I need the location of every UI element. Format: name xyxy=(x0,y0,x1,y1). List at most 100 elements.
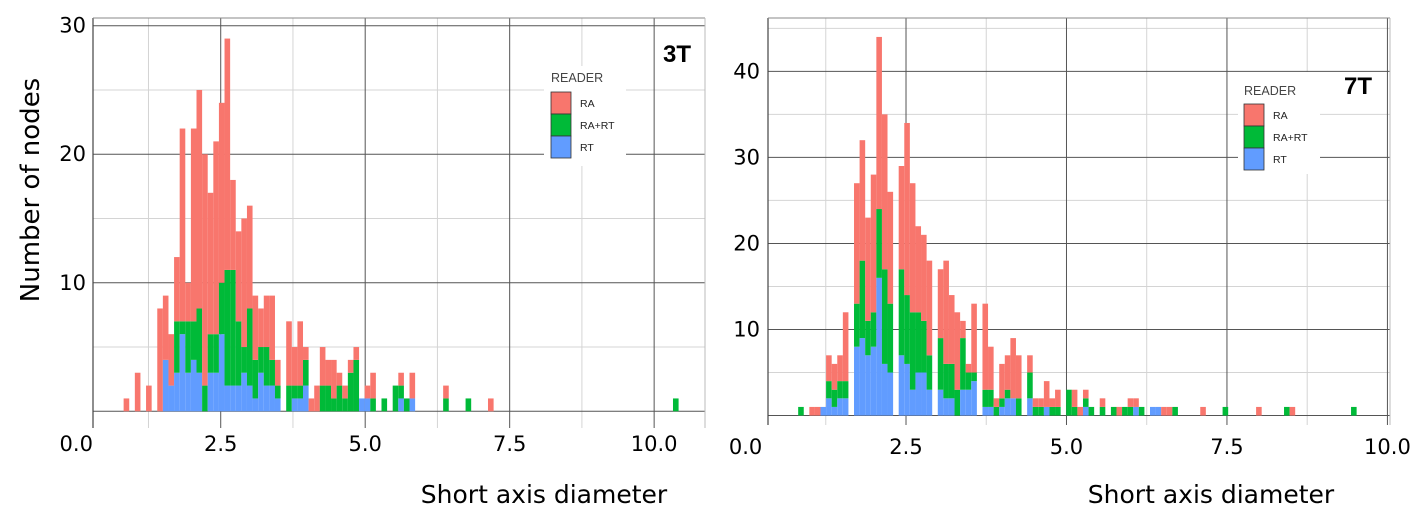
bar-ra xyxy=(926,260,933,356)
bar-ra-rt xyxy=(325,385,332,412)
bar-ra xyxy=(865,217,871,321)
bar-ra-rt xyxy=(213,334,219,373)
bar-ra-rt xyxy=(982,389,989,407)
bar-ra-rt xyxy=(246,308,253,386)
bar-ra xyxy=(1077,406,1083,416)
bar-rt xyxy=(1027,398,1033,416)
bar-ra-rt xyxy=(999,398,1005,407)
legend-swatch-ra xyxy=(1243,103,1265,127)
bar-rt xyxy=(269,385,275,412)
legend-label-rt: RT xyxy=(1273,154,1287,166)
bar-rt xyxy=(887,372,894,416)
bar-ra xyxy=(297,321,304,386)
legend-label-ra-rt: RA+RT xyxy=(1273,132,1308,144)
bar-rt xyxy=(837,398,843,416)
bar-rt xyxy=(831,406,838,416)
x-tick-label: 7.5 xyxy=(493,432,526,456)
x-tick-label: 10.0 xyxy=(1364,435,1410,459)
legend-label-ra-rt: RA+RT xyxy=(580,120,615,132)
bar-ra-rt xyxy=(1032,406,1039,416)
bar-ra xyxy=(898,166,905,270)
bar-ra-rt xyxy=(370,398,376,412)
bar-ra xyxy=(179,128,186,322)
bar-ra xyxy=(274,359,281,386)
bar-ra xyxy=(1038,398,1044,407)
bar-ra-rt xyxy=(921,320,927,373)
bar-ra-rt xyxy=(1082,398,1089,407)
bar-ra xyxy=(398,372,404,386)
bar-ra xyxy=(887,191,894,304)
bar-rt xyxy=(909,389,916,416)
bar-rt xyxy=(854,346,860,416)
bar-ra-rt xyxy=(937,338,944,390)
bar-ra-rt xyxy=(336,385,343,412)
bar-ra xyxy=(1027,355,1033,373)
bar-ra-rt xyxy=(291,385,298,399)
bar-rt xyxy=(988,406,994,416)
bar-ra xyxy=(1133,398,1139,407)
x-axis-title-3t: Short axis diameter xyxy=(421,480,668,509)
y-tick-label: 20 xyxy=(59,142,86,166)
bar-rt xyxy=(881,363,888,416)
bar-rt xyxy=(982,406,989,416)
bar-ra-rt xyxy=(926,355,933,390)
bar-ra xyxy=(342,385,348,399)
legend-title: READER xyxy=(551,71,603,85)
bar-rt xyxy=(224,385,231,412)
bar-ra xyxy=(859,140,866,261)
bar-rt xyxy=(915,372,922,416)
bar-ra xyxy=(831,363,838,390)
bar-rt xyxy=(1133,406,1139,416)
bar-ra xyxy=(809,406,815,416)
bar-rt xyxy=(1004,398,1011,416)
bar-ra-rt xyxy=(854,303,860,347)
bar-ra xyxy=(904,122,910,296)
bar-rt xyxy=(252,398,259,412)
bar-ra xyxy=(999,363,1005,399)
bar-ra-rt xyxy=(881,269,888,364)
legend-7t: READER RA RA+RT RT xyxy=(1238,72,1320,174)
legend-title: READER xyxy=(1244,84,1296,98)
bar-rt xyxy=(207,372,214,412)
bar-ra-rt xyxy=(1038,406,1044,416)
bar-ra-rt xyxy=(196,308,203,373)
bar-ra-rt xyxy=(993,406,1000,416)
bar-rt xyxy=(274,398,281,412)
bar-ra-rt xyxy=(1004,389,1011,399)
bar-ra-rt xyxy=(798,406,804,416)
bar-ra xyxy=(286,321,292,386)
bar-ra xyxy=(347,359,354,373)
bar-ra-rt xyxy=(887,303,894,373)
x-tick-label: 5.0 xyxy=(348,432,381,456)
bar-rt xyxy=(364,398,371,412)
bar-ra-rt xyxy=(303,359,309,386)
bar-ra-rt xyxy=(274,385,281,399)
bar-ra-rt xyxy=(1172,406,1178,416)
bar-ra xyxy=(364,385,371,399)
bar-ra-rt xyxy=(252,359,259,399)
bar-ra xyxy=(1071,389,1078,407)
legend-swatch-ra-rt xyxy=(1243,125,1265,149)
bar-ra xyxy=(258,308,264,348)
bar-rt xyxy=(258,372,264,412)
bar-ra xyxy=(1010,338,1016,399)
bar-rt xyxy=(297,398,304,412)
bar-ra-rt xyxy=(241,347,247,373)
bar-rt xyxy=(1149,406,1156,416)
bar-ra xyxy=(937,269,944,339)
bar-rt xyxy=(870,346,877,416)
bar-ra-rt xyxy=(865,320,871,356)
bar-ra-rt xyxy=(954,389,961,416)
bar-ra-rt xyxy=(1351,406,1357,416)
bar-ra xyxy=(1116,406,1123,416)
bar-ra-rt xyxy=(915,312,922,373)
bar-ra-rt xyxy=(842,381,849,399)
bar-ra xyxy=(134,372,141,412)
bar-ra xyxy=(263,295,270,348)
bar-rt xyxy=(820,406,827,416)
bar-rt xyxy=(859,338,866,416)
bar-ra xyxy=(921,234,927,321)
bar-rt xyxy=(303,385,309,412)
bar-rt xyxy=(904,363,910,416)
bar-ra-rt xyxy=(263,347,270,386)
